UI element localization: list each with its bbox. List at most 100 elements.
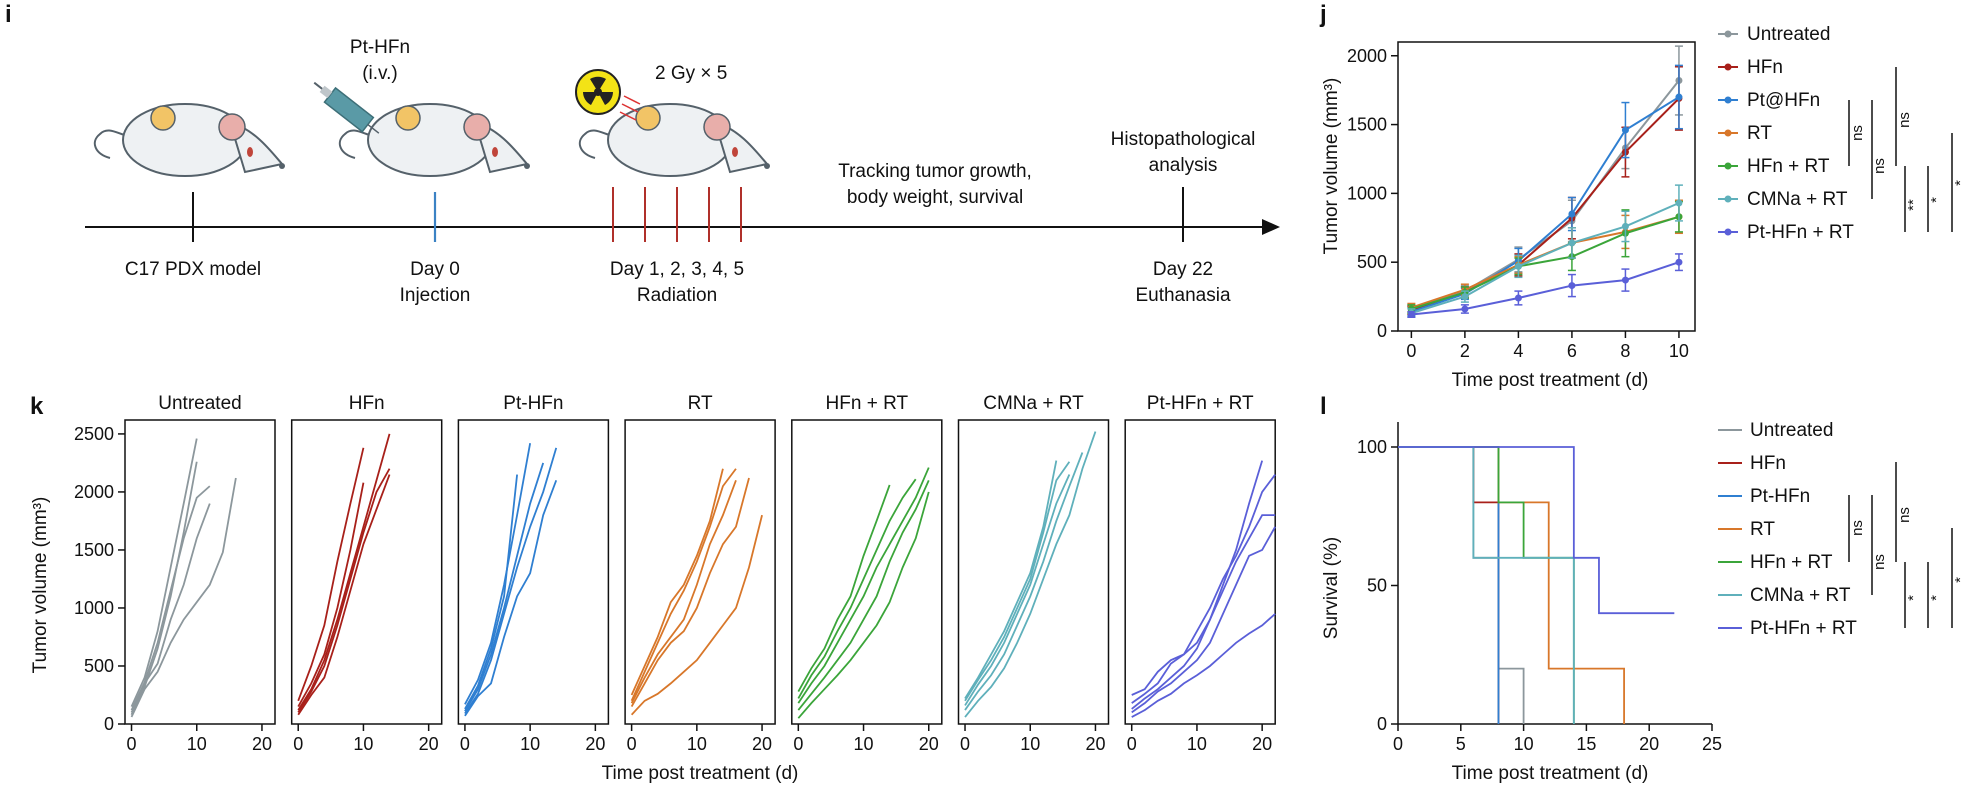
l-survival-curve xyxy=(1398,446,1500,724)
dose-label: 2 Gy × 5 xyxy=(655,63,727,84)
k-individual-curve xyxy=(464,474,518,710)
mouse-icon xyxy=(578,103,770,177)
drug-label: Pt-HFn xyxy=(350,37,410,58)
j-legend-label: RT xyxy=(1747,123,1772,144)
k-individual-curve xyxy=(1131,526,1276,714)
k-individual-curve xyxy=(630,468,724,696)
j-xtick-label: 8 xyxy=(1620,341,1630,361)
k-xtick-label: 0 xyxy=(627,734,637,754)
j-series-line xyxy=(1411,215,1680,310)
k-individual-curve xyxy=(1131,460,1264,696)
k-xtick-label: 20 xyxy=(585,734,605,754)
l-sig-label: * xyxy=(1905,595,1922,601)
k-individual-curve xyxy=(297,482,365,708)
j-series-line xyxy=(1411,79,1680,310)
j-legend-marker xyxy=(1724,30,1732,38)
l-legend-label: Pt-HFn xyxy=(1750,486,1810,507)
j-point xyxy=(1621,276,1629,284)
k-individual-curve xyxy=(630,468,737,702)
j-sig-label: ** xyxy=(1905,199,1922,211)
l-xtick-label: 15 xyxy=(1576,734,1596,754)
j-ytick-label: 1000 xyxy=(1347,183,1387,203)
k-subplot-title: Pt-HFn xyxy=(503,393,563,414)
panel-label-j: j xyxy=(1319,1,1327,28)
tracking-line1: Tracking tumor growth, xyxy=(838,161,1032,182)
l-ytick-label: 100 xyxy=(1357,437,1387,457)
j-point xyxy=(1514,262,1522,270)
j-legend-marker xyxy=(1724,162,1732,170)
k-subplot-title: Pt-HFn + RT xyxy=(1147,393,1254,414)
l-survival-curve xyxy=(1398,446,1500,724)
event-pdx-label: C17 PDX model xyxy=(125,259,261,280)
j-point xyxy=(1514,294,1522,302)
j-legend-label: HFn + RT xyxy=(1747,156,1830,177)
j-legend-marker xyxy=(1724,129,1732,137)
tumor-volume-mean-chart: Tumor volume (mm³) Time post treatment (… xyxy=(1321,24,1969,391)
k-individual-curve xyxy=(630,477,750,708)
l-legend-label: HFn xyxy=(1750,453,1786,474)
j-sig-label: ns xyxy=(1871,158,1888,174)
l-xtick-label: 20 xyxy=(1639,734,1659,754)
j-series-line xyxy=(1411,96,1680,313)
j-ylabel: Tumor volume (mm³) xyxy=(1321,78,1342,255)
k-individual-curve xyxy=(297,433,391,711)
timeline-panel: C17 PDX model Day 0 Injection Day 1, 2, … xyxy=(85,37,1280,306)
k-xtick-label: 10 xyxy=(187,734,207,754)
k-individual-curve xyxy=(1131,514,1276,710)
k-ytick-label: 500 xyxy=(84,656,114,676)
k-xtick-label: 10 xyxy=(687,734,707,754)
j-xlabel: Time post treatment (d) xyxy=(1452,370,1649,391)
j-ytick-label: 2000 xyxy=(1347,46,1387,66)
k-individual-curve xyxy=(797,491,930,719)
k-individual-curve xyxy=(1131,613,1276,718)
j-point xyxy=(1675,258,1683,266)
route-label: (i.v.) xyxy=(362,63,398,84)
k-xtick-label: 20 xyxy=(1085,734,1105,754)
k-ytick-label: 2500 xyxy=(74,424,114,444)
k-individual-curve xyxy=(630,514,763,716)
histo-line2: analysis xyxy=(1149,155,1218,176)
timeline-arrowhead xyxy=(1262,219,1280,235)
l-survival-curve xyxy=(1398,446,1625,724)
j-legend-marker xyxy=(1724,195,1732,203)
k-subplot-title: HFn + RT xyxy=(826,393,909,414)
l-sig-label: ns xyxy=(1896,507,1913,523)
l-legend-label: Untreated xyxy=(1750,420,1833,441)
j-sig-label: ns xyxy=(1896,112,1913,128)
individual-tumor-growth-chart: Tumor volume (mm³) Time post treatment (… xyxy=(30,393,1276,784)
j-ytick-label: 1500 xyxy=(1347,115,1387,135)
k-individual-curve xyxy=(964,452,1084,711)
l-ylabel: Survival (%) xyxy=(1321,537,1342,639)
l-ytick-label: 50 xyxy=(1367,576,1387,596)
event-radiation-label: Day 1, 2, 3, 4, 5 xyxy=(610,259,744,280)
l-legend-label: CMNa + RT xyxy=(1750,585,1851,606)
k-xtick-label: 10 xyxy=(353,734,373,754)
j-point xyxy=(1621,222,1629,230)
k-xtick-label: 10 xyxy=(1187,734,1207,754)
j-sig-label: ns xyxy=(1849,125,1866,141)
j-point xyxy=(1461,293,1469,301)
l-legend-label: RT xyxy=(1750,519,1775,540)
mouse-icon xyxy=(338,103,530,177)
l-legend-label: HFn + RT xyxy=(1750,552,1833,573)
k-xtick-label: 0 xyxy=(1127,734,1137,754)
j-legend-label: Pt-HFn + RT xyxy=(1747,222,1854,243)
j-xtick-label: 6 xyxy=(1567,341,1577,361)
j-legend-label: Pt@HFn xyxy=(1747,90,1820,111)
k-xtick-label: 20 xyxy=(1252,734,1272,754)
j-point xyxy=(1568,239,1576,247)
j-series-line xyxy=(1411,261,1680,316)
k-subplot-title: HFn xyxy=(349,393,385,414)
k-individual-curve xyxy=(964,431,1097,718)
j-xtick-label: 0 xyxy=(1406,341,1416,361)
j-legend-label: CMNa + RT xyxy=(1747,189,1848,210)
k-ytick-label: 2000 xyxy=(74,482,114,502)
j-xtick-label: 2 xyxy=(1460,341,1470,361)
l-xlabel: Time post treatment (d) xyxy=(1452,763,1649,784)
radiation-icon xyxy=(575,69,641,121)
k-individual-curve xyxy=(297,468,391,713)
j-legend-marker xyxy=(1724,228,1732,236)
k-xtick-label: 0 xyxy=(293,734,303,754)
k-ytick-label: 1000 xyxy=(74,598,114,618)
